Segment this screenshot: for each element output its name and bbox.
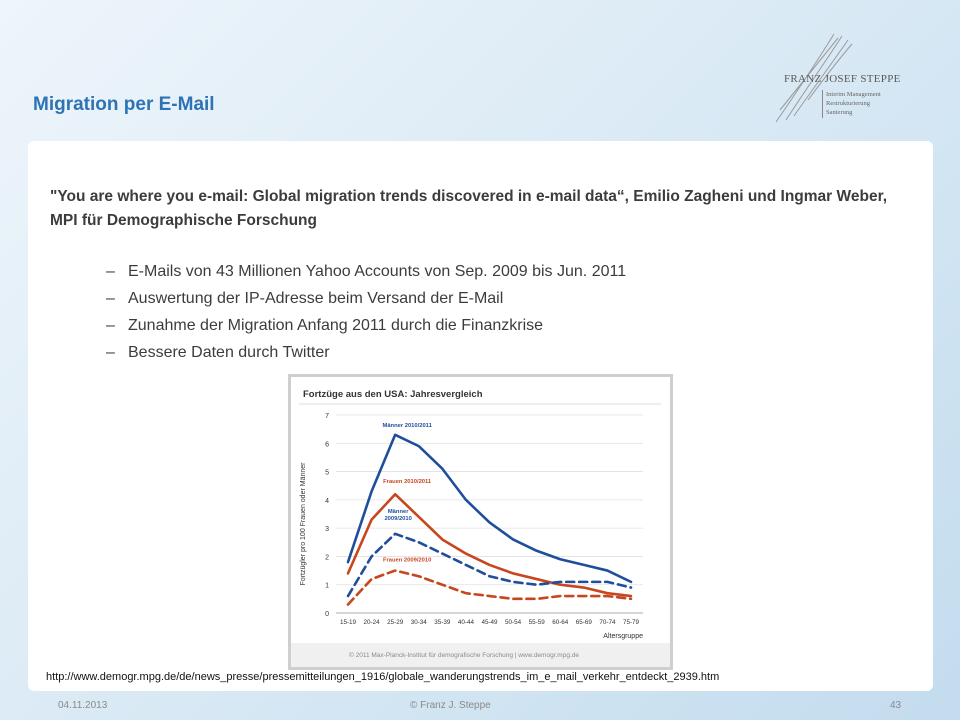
page-number: 43	[890, 700, 902, 711]
signature-icon	[775, 33, 853, 123]
footer-date: 04.11.2013	[58, 700, 108, 711]
migration-line-chart: Fortzüge aus den USA: Jahresvergleich Fo…	[291, 377, 670, 667]
series-label: Männer	[388, 509, 409, 515]
source-link[interactable]: http://www.demogr.mpg.de/de/news_presse/…	[46, 671, 720, 683]
series-line	[346, 492, 633, 598]
logo-subtitle-line: Restrukturierung	[826, 100, 871, 107]
x-tick-label: 50-54	[505, 619, 522, 626]
y-tick-label: 6	[325, 441, 329, 448]
bullet-dash: –	[106, 317, 115, 334]
logo-subtitle: Interim Management Restrukturierung Sani…	[826, 90, 881, 117]
bullet-dash: –	[106, 290, 115, 307]
chart-credit: © 2011 Max-Planck-Institut für demografi…	[349, 651, 579, 659]
logo-subtitle-line: Sanierung	[826, 109, 853, 116]
bullet-text: Auswertung der IP-Adresse beim Versand d…	[128, 290, 504, 307]
bullet-item: – Auswertung der IP-Adresse beim Versand …	[106, 285, 626, 312]
bullet-text: E-Mails von 43 Millionen Yahoo Accounts …	[128, 263, 627, 280]
bullet-dash: –	[106, 263, 115, 280]
y-tick-label: 5	[325, 470, 329, 477]
y-axis-label: Fortzügler pro 100 Frauen oder Männer	[300, 462, 307, 586]
x-tick-label: 55-59	[529, 619, 546, 626]
x-tick-label: 60-64	[552, 619, 569, 626]
x-tick-label: 40-44	[458, 619, 475, 626]
x-tick-label: 75-79	[623, 619, 640, 626]
bullet-item: – E-Mails von 43 Millionen Yahoo Accounts…	[106, 258, 626, 285]
series-label: Männer 2010/2011	[383, 423, 433, 429]
bullet-item: – Bessere Daten durch Twitter	[106, 339, 626, 366]
footer-author: © Franz J. Steppe	[410, 700, 491, 711]
slide-title: Migration per E-Mail	[33, 94, 215, 115]
y-tick-label: 2	[325, 554, 329, 561]
x-tick-label: 45-49	[481, 619, 498, 626]
x-axis-label: Altersgruppe	[603, 633, 643, 640]
content-panel: "You are where you e-mail: Global migrat…	[28, 141, 933, 691]
bullet-dash: –	[106, 344, 115, 361]
series-label: 2009/2010	[384, 516, 411, 522]
logo-name: FRANZ JOSEF STEPPE	[784, 73, 901, 85]
x-tick-label: 65-69	[576, 619, 593, 626]
y-tick-label: 3	[325, 526, 329, 533]
y-tick-label: 7	[325, 413, 329, 420]
series-label: Frauen 2010/2011	[383, 479, 432, 485]
x-tick-label: 30-34	[411, 619, 428, 626]
citation-text: "You are where you e-mail: Global migrat…	[50, 188, 888, 229]
bullet-text: Zunahme der Migration Anfang 2011 durch …	[128, 317, 544, 334]
series-line	[346, 569, 633, 606]
x-tick-label: 15-19	[340, 619, 357, 626]
y-tick-label: 0	[325, 611, 329, 618]
x-tick-label: 70-74	[599, 619, 616, 626]
series-line	[346, 532, 633, 598]
x-tick-label: 25-29	[387, 619, 404, 626]
company-logo: FRANZ JOSEF STEPPE Interim Management Re…	[768, 30, 938, 130]
logo-divider	[822, 90, 823, 118]
bullet-text: Bessere Daten durch Twitter	[128, 344, 330, 361]
bullet-list: – E-Mails von 43 Millionen Yahoo Accounts…	[106, 258, 626, 366]
x-tick-label: 20-24	[364, 619, 381, 626]
series-line	[346, 433, 633, 584]
series-label: Frauen 2009/2010	[383, 558, 431, 564]
y-tick-label: 1	[325, 583, 329, 590]
chart-title: Fortzüge aus den USA: Jahresvergleich	[303, 389, 483, 400]
y-tick-label: 4	[325, 498, 329, 505]
bullet-item: – Zunahme der Migration Anfang 2011 durch…	[106, 312, 626, 339]
logo-subtitle-line: Interim Management	[826, 91, 881, 98]
x-tick-label: 35-39	[434, 619, 451, 626]
chart-image: Fortzüge aus den USA: Jahresvergleich Fo…	[288, 374, 673, 670]
